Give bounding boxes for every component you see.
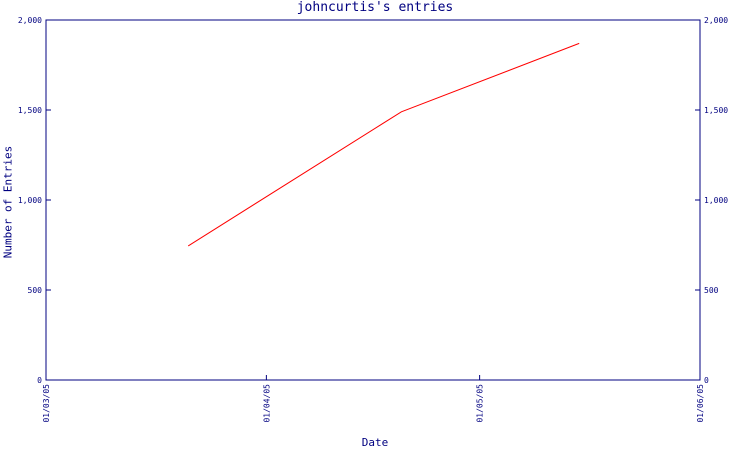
y-tick-label-right: 0 — [704, 376, 709, 385]
x-tick-label: 01/03/05 — [42, 384, 51, 423]
left-axis-ticks: 0 500 1,000 1,500 2,000 — [18, 16, 51, 385]
series-line — [187, 42, 580, 247]
y-tick-label-right: 1,500 — [704, 106, 728, 115]
x-tick-label: 01/04/05 — [262, 384, 271, 423]
y-tick-label-right: 500 — [704, 286, 719, 295]
y-tick-label: 0 — [37, 376, 42, 385]
chart-title: johncurtis's entries — [296, 0, 454, 15]
y-tick-label: 1,000 — [18, 196, 42, 205]
x-tick-label: 01/05/05 — [476, 384, 485, 423]
y-tick-label-right: 2,000 — [704, 16, 728, 25]
x-axis-label: Date — [361, 436, 389, 449]
series-group — [187, 42, 580, 247]
bottom-axis-ticks: 01/03/05 01/04/05 01/05/05 01/06/05 — [42, 375, 705, 423]
x-tick-label: 01/06/05 — [696, 384, 705, 423]
plot-area-frame — [45, 19, 701, 381]
right-axis-ticks: 0 500 1,000 1,500 2,000 — [695, 16, 728, 385]
y-tick-label: 500 — [28, 286, 43, 295]
y-tick-label-right: 1,000 — [704, 196, 728, 205]
y-tick-label: 2,000 — [18, 16, 42, 25]
y-tick-label: 1,500 — [18, 106, 42, 115]
